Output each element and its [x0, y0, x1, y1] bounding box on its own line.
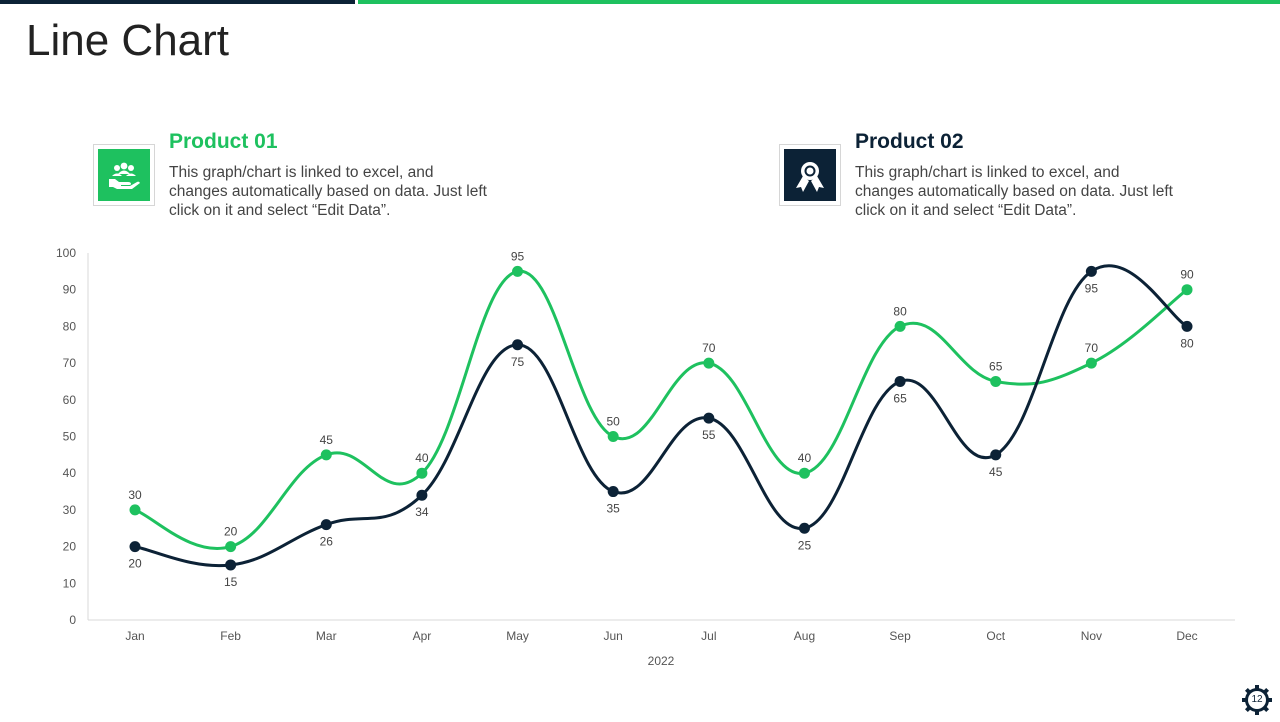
series-1: 30 20 45 40 95 50 70 40 80 65 70 90	[128, 249, 1194, 553]
data-point	[990, 449, 1002, 461]
x-axis-ticks: Jan Feb Mar Apr May Jun Jul Aug Sep Oct Nov Dec	[125, 629, 1197, 643]
x-tick-label: Jan	[125, 629, 144, 643]
x-axis-title: 2022	[648, 654, 675, 668]
data-point	[225, 541, 237, 553]
data-label: 26	[320, 535, 334, 549]
data-label: 70	[1085, 341, 1099, 355]
x-tick-label: Nov	[1081, 629, 1102, 643]
data-label: 95	[511, 249, 525, 263]
x-tick-label: Dec	[1176, 629, 1197, 643]
legend-title: Product 02	[855, 130, 964, 153]
data-point	[320, 449, 332, 461]
x-tick-label: Mar	[316, 629, 337, 643]
x-tick-label: Sep	[889, 629, 911, 643]
data-point	[798, 467, 810, 479]
y-tick-label: 20	[63, 540, 77, 554]
legend-description: This graph/chart is linked to excel, and…	[855, 164, 1173, 219]
data-point	[894, 320, 906, 332]
data-label: 20	[224, 525, 238, 539]
page-title: Line Chart	[26, 16, 230, 65]
y-tick-label: 10	[63, 576, 77, 590]
data-label: 40	[798, 451, 812, 465]
legend-description: This graph/chart is linked to excel, and…	[169, 164, 487, 219]
data-point	[416, 489, 428, 501]
data-label: 50	[607, 415, 621, 429]
data-point	[607, 431, 619, 442]
top-accent-bar-green	[358, 0, 1280, 4]
data-label: 75	[511, 355, 525, 369]
y-axis-ticks: 0 10 20 30 40 50 60 70 80 90 100	[56, 246, 76, 627]
data-point	[320, 519, 332, 531]
data-point	[703, 412, 715, 424]
data-label: 80	[893, 304, 907, 318]
series-layer: 30 20 45 40 95 50 70 40 80 65 70 90 20 15 26 34 75 35 55 25…	[128, 249, 1194, 589]
y-tick-label: 40	[63, 466, 77, 480]
data-point	[1181, 284, 1193, 296]
data-label: 30	[128, 488, 142, 502]
gear-icon	[1242, 685, 1272, 715]
y-tick-label: 80	[63, 319, 77, 333]
y-tick-label: 70	[63, 356, 77, 370]
data-point	[607, 486, 619, 498]
y-tick-label: 90	[63, 283, 77, 297]
legend-icon-frame	[779, 144, 841, 206]
data-point	[703, 357, 715, 369]
data-label: 90	[1180, 268, 1194, 282]
data-label: 65	[893, 391, 907, 405]
data-label: 80	[1180, 336, 1194, 350]
data-point	[990, 375, 1002, 387]
data-point	[894, 375, 906, 387]
legend-title: Product 01	[169, 130, 278, 153]
data-label: 65	[989, 359, 1003, 373]
data-label: 70	[702, 341, 716, 355]
data-point	[1085, 265, 1097, 277]
award-ribbon-icon	[784, 149, 836, 201]
data-label: 15	[224, 575, 238, 589]
y-tick-label: 100	[56, 246, 76, 260]
data-point	[129, 541, 141, 553]
legend-icon-frame	[93, 144, 155, 206]
x-tick-label: Oct	[986, 629, 1005, 643]
data-point	[129, 504, 141, 516]
y-tick-label: 60	[63, 393, 77, 407]
data-point	[512, 339, 524, 351]
data-label: 35	[607, 502, 621, 516]
data-point	[512, 265, 524, 277]
data-label: 95	[1085, 281, 1099, 295]
top-accent-bar-dark	[0, 0, 355, 4]
data-point	[416, 467, 428, 479]
data-label: 45	[320, 433, 334, 447]
data-label: 45	[989, 465, 1003, 479]
data-point	[1085, 357, 1097, 369]
data-label: 40	[415, 451, 429, 465]
x-tick-label: Jul	[701, 629, 716, 643]
hand-people-icon	[98, 149, 150, 201]
y-tick-label: 30	[63, 503, 77, 517]
series-line	[134, 269, 1188, 550]
y-tick-label: 0	[69, 613, 76, 627]
data-label: 20	[128, 557, 142, 571]
data-point	[225, 559, 237, 571]
data-label: 34	[415, 505, 429, 519]
x-tick-label: Jun	[604, 629, 623, 643]
data-point	[1181, 320, 1193, 332]
data-point	[798, 522, 810, 534]
x-tick-label: Feb	[220, 629, 241, 643]
data-label: 55	[702, 428, 716, 442]
x-tick-label: Apr	[413, 629, 432, 643]
series-2: 20 15 26 34 75 35 55 25 65 45 95 80	[128, 264, 1194, 589]
page-number-badge: 12	[1240, 683, 1274, 717]
x-tick-label: May	[506, 629, 529, 643]
page-number: 12	[1251, 694, 1263, 705]
x-tick-label: Aug	[794, 629, 815, 643]
y-tick-label: 50	[63, 430, 77, 444]
line-chart: 0 10 20 30 40 50 60 70 80 90 100 Jan Feb Mar Apr May Ju…	[56, 246, 1235, 668]
series-line	[134, 264, 1188, 568]
data-label: 25	[798, 538, 812, 552]
